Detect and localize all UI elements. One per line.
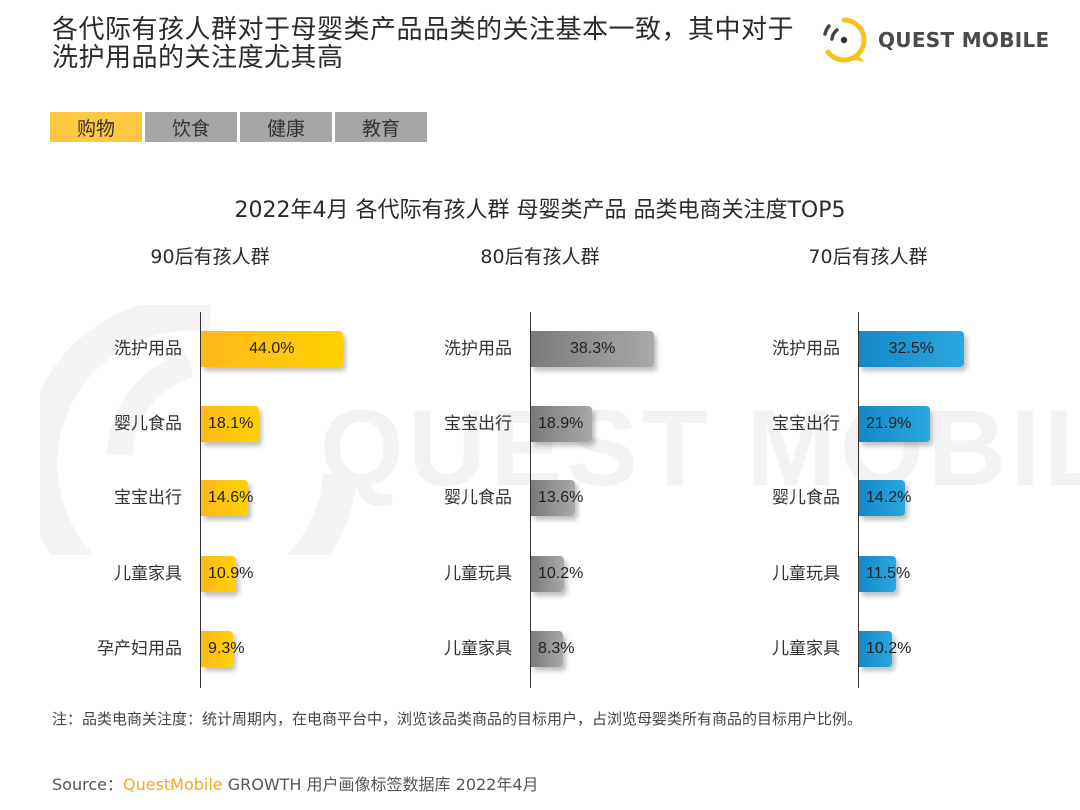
bar-80s [531,631,563,667]
bar-70s [859,331,964,367]
panel-title-70s: 70后有孩人群 [808,246,928,268]
bar-value-label: 14.6% [208,489,254,506]
bar-70s [859,631,892,667]
questmobile-logo: QUEST MOBILE [818,14,1050,66]
bar-value-label: 32.5% [888,340,934,357]
bar-value-label: 18.9% [538,415,584,432]
headline-line-2: 洗护用品的关注度尤其高 [52,43,344,73]
category-tabs: 购物 饮食 健康 教育 [50,112,427,142]
bar-70s [859,406,930,442]
axis-90s [200,312,201,688]
bar-90s [201,331,343,367]
bar-80s [531,480,575,516]
bar-value-label: 8.3% [538,640,575,657]
bar-90s [201,631,233,667]
bar-90s [201,406,260,442]
bar-80s [531,331,655,367]
source-line: Source：QuestMobile GROWTH 用户画像标签数据库 2022… [52,771,539,795]
bar-80s [531,556,564,592]
category-label: 宝宝出行 [772,414,840,434]
headline: 各代际有孩人群对于母婴类产品品类的关注基本一致，其中对于 洗护用品的关注度尤其高 [52,16,832,72]
category-label: 儿童玩具 [772,564,840,584]
watermark-text: QUEST MOBILE [320,387,1080,508]
bar-value-label: 10.2% [866,640,912,657]
footnote: 注：品类电商关注度：统计周期内，在电商平台中，浏览该品类商品的目标用户，占浏览母… [52,710,863,728]
category-label: 婴儿食品 [772,488,840,508]
bar-value-label: 38.3% [569,340,616,357]
bar-value-label: 13.6% [538,489,584,506]
bar-value-label: 21.9% [866,415,912,432]
source-rest: GROWTH 用户画像标签数据库 2022年4月 [222,775,539,794]
bar-70s [859,556,897,592]
category-label: 婴儿食品 [444,488,512,508]
tab-health[interactable]: 健康 [240,112,332,142]
axis-70s [858,312,859,688]
bar-value-label: 44.0% [249,340,295,357]
source-brand: QuestMobile [122,775,223,794]
logo-text: QUEST MOBILE [878,28,1050,52]
source-prefix: Source： [52,775,123,794]
category-label: 洗护用品 [772,339,840,359]
category-label: 儿童玩具 [444,564,512,584]
category-label: 儿童家具 [772,639,840,659]
panel-title-80s: 80后有孩人群 [480,246,600,268]
bar-value-label: 9.3% [208,640,245,657]
category-label: 宝宝出行 [444,414,512,434]
headline-line-1: 各代际有孩人群对于母婴类产品品类的关注基本一致，其中对于 [52,15,795,45]
category-label: 孕产妇用品 [97,639,182,659]
bar-value-label: 18.1% [208,415,254,432]
category-label: 婴儿食品 [114,414,182,434]
tab-education[interactable]: 教育 [335,112,427,142]
bar-value-label: 10.2% [538,565,584,582]
bar-90s [201,480,248,516]
bar-80s [531,406,592,442]
category-label: 儿童家具 [114,564,182,584]
questmobile-logo-icon [823,17,867,63]
axis-80s [530,312,531,688]
category-label: 儿童家具 [444,639,512,659]
bar-70s [859,480,905,516]
bar-90s [201,556,237,592]
bar-value-label: 10.9% [208,565,254,582]
category-label: 洗护用品 [114,339,182,359]
panel-title-90s: 90后有孩人群 [150,246,270,268]
tab-diet[interactable]: 饮食 [145,112,237,142]
bar-value-label: 11.5% [866,565,911,582]
chart-title: 2022年4月 各代际有孩人群 母婴类产品 品类电商关注度TOP5 [234,198,846,223]
category-label: 洗护用品 [444,339,512,359]
category-label: 宝宝出行 [114,488,182,508]
bar-value-label: 14.2% [866,489,912,506]
tab-shopping[interactable]: 购物 [50,112,142,142]
